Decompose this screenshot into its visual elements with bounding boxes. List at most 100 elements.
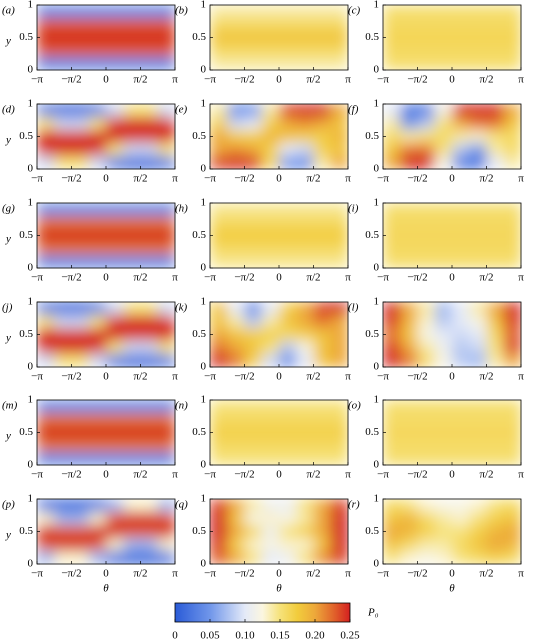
heatmap-cell [383, 538, 401, 552]
heatmap-cell [210, 5, 228, 19]
heatmap-cell [227, 499, 245, 513]
heatmap-cell [37, 512, 55, 526]
heatmap-cell [54, 44, 72, 58]
heatmap-field [37, 5, 176, 71]
x-tick-label: π [518, 173, 524, 185]
heatmap-cell [279, 413, 297, 427]
heatmap-cell [227, 18, 245, 32]
heatmap-cell [383, 512, 401, 526]
heatmap-cell [417, 328, 436, 342]
heatmap-cell [244, 229, 263, 243]
heatmap-field [37, 499, 176, 565]
heatmap-cell [469, 525, 487, 539]
y-tick-label: 0.5 [19, 130, 33, 142]
heatmap-cell [157, 512, 176, 526]
heatmap-cell [54, 499, 72, 513]
heatmap-cell [140, 31, 159, 45]
heatmap-cell [210, 302, 228, 316]
heatmap-cell [71, 426, 90, 440]
heatmap-cell [123, 117, 141, 131]
heatmap-cell [296, 538, 314, 552]
y-tick-label: 0.5 [19, 31, 33, 43]
heatmap-cell [434, 104, 453, 118]
heatmap-cell [106, 452, 124, 466]
heatmap-cell [330, 5, 349, 19]
heatmap-cell [486, 255, 505, 269]
heatmap-cell [383, 57, 401, 71]
x-tick-label: −π [377, 371, 389, 383]
heatmap-cell [313, 302, 332, 316]
heatmap-cell [486, 512, 505, 526]
heatmap-cell [296, 439, 314, 453]
heatmap-cell [88, 117, 107, 131]
heatmap-cell [296, 156, 314, 170]
heatmap-cell [227, 400, 245, 414]
heatmap-cell [140, 117, 159, 131]
heatmap-cell [503, 44, 522, 58]
heatmap-cell [71, 499, 90, 513]
panel-label: (p) [2, 499, 15, 511]
heatmap-cell [106, 413, 124, 427]
heatmap-cell [279, 57, 297, 71]
heatmap-cell [123, 354, 141, 368]
heatmap-cell [279, 203, 297, 217]
heatmap-cell [330, 315, 349, 329]
heatmap-cell [400, 143, 418, 157]
heatmap-cell [279, 229, 297, 243]
heatmap-cell [123, 156, 141, 170]
colorbar-tick-label: 0 [172, 630, 178, 642]
heatmap-cell [157, 203, 176, 217]
y-tick-label: 0.5 [19, 229, 33, 241]
heatmap-cell [417, 413, 436, 427]
heatmap-cell [313, 242, 332, 256]
heatmap-cell [279, 156, 297, 170]
x-axis-label: θ [103, 583, 109, 595]
y-axis-label: y [5, 430, 11, 442]
heatmap-cell [88, 439, 107, 453]
heatmap-cell [417, 18, 436, 32]
x-tick-label: −π [377, 568, 389, 580]
x-tick-label: π [172, 272, 178, 284]
heatmap-cell [37, 104, 55, 118]
heatmap-cell [434, 426, 453, 440]
heatmap-cell [279, 426, 297, 440]
heatmap-cell [452, 452, 470, 466]
heatmap-cell [227, 117, 245, 131]
heatmap-cell [469, 242, 487, 256]
heatmap-cell [157, 18, 176, 32]
heatmap-field [383, 400, 522, 466]
heatmap-cell [88, 538, 107, 552]
heatmap-cell [88, 499, 107, 513]
heatmap-cell [279, 439, 297, 453]
heatmap-cell [54, 57, 72, 71]
panel-label: (m) [2, 400, 18, 412]
heatmap-cell [37, 242, 55, 256]
heatmap-cell [279, 525, 297, 539]
heatmap-cell [313, 452, 332, 466]
heatmap-cell [210, 452, 228, 466]
heatmap-cell [106, 203, 124, 217]
heatmap-cell [486, 31, 505, 45]
heatmap-cell [54, 413, 72, 427]
heatmap-cell [469, 328, 487, 342]
heatmap-cell [417, 315, 436, 329]
heatmap-cell [330, 499, 349, 513]
heatmap-cell [71, 400, 90, 414]
heatmap-cell [296, 400, 314, 414]
heatmap-cell [434, 130, 453, 144]
heatmap-cell [296, 104, 314, 118]
heatmap-cell [140, 452, 159, 466]
heatmap-cell [71, 525, 90, 539]
heatmap-cell [244, 400, 263, 414]
heatmap-cell [313, 400, 332, 414]
heatmap-cell [279, 117, 297, 131]
heatmap-cell [88, 44, 107, 58]
y-tick-label: 1 [201, 493, 207, 505]
heatmap-cell [434, 341, 453, 355]
heatmap-cell [383, 156, 401, 170]
x-tick-label: π [172, 469, 178, 481]
panel-label: (q) [175, 499, 188, 511]
y-axis-label: y [5, 35, 11, 47]
heatmap-cell [261, 229, 280, 243]
heatmap-cell [503, 512, 522, 526]
